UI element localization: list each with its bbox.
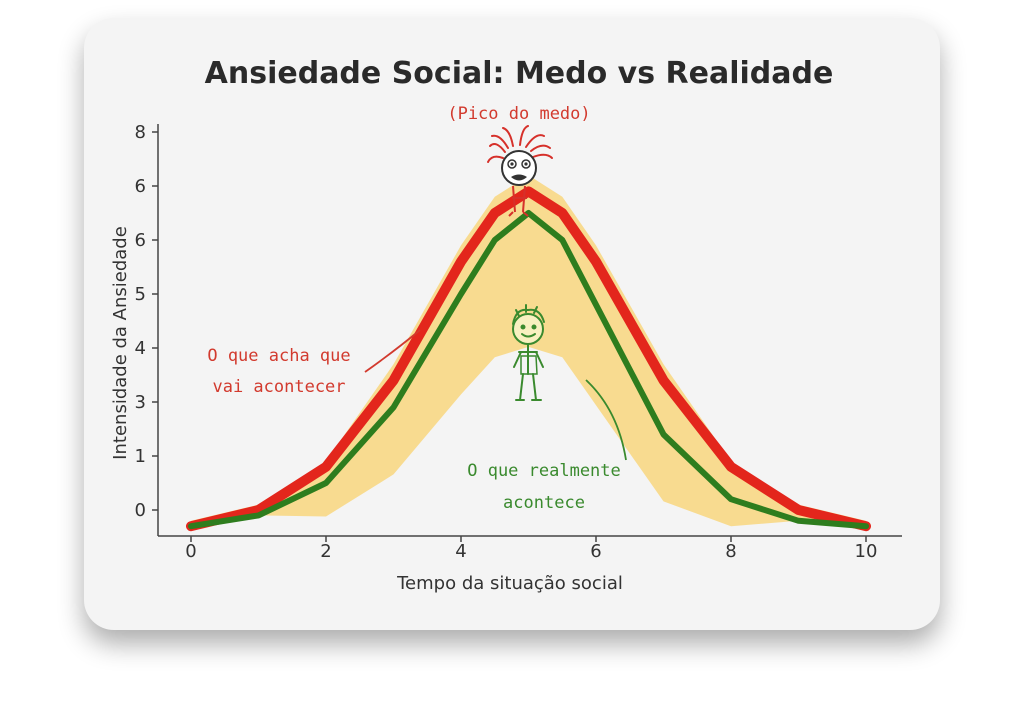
y-tick-label: 6 [135, 176, 146, 197]
y-tick-label: 6 [135, 230, 146, 251]
x-tick-label: 6 [590, 541, 601, 562]
reality-leader-line [585, 379, 627, 461]
shaded-band [191, 175, 866, 527]
y-tick-label: 1 [135, 446, 146, 467]
y-tick-label: 4 [135, 338, 146, 359]
x-tick-label: 10 [855, 541, 878, 562]
scared-face-figure-icon [487, 125, 553, 217]
x-tick-label: 4 [455, 541, 466, 562]
axes [157, 124, 902, 537]
expected-annotation-line-2: vai acontecer [212, 377, 345, 397]
x-tick-label: 2 [320, 541, 331, 562]
peak-annotation: (Pico do medo) [447, 104, 590, 124]
chart-title: Ansiedade Social: Medo vs Realidade [205, 56, 834, 91]
x-tick-label: 8 [725, 541, 736, 562]
series-line-expected [186, 186, 871, 532]
y-axis-label: Intensidade da Ansiedade [110, 226, 131, 460]
expected-leader-line [364, 329, 421, 373]
expected-annotation-line-1: O que acha que [207, 346, 350, 366]
reality-annotation-line-1: O que realmente [467, 461, 621, 481]
y-tick-label: 8 [135, 122, 146, 143]
y-tick-label: 0 [135, 500, 146, 521]
y-tick-label: 5 [135, 284, 146, 305]
x-axis-label: Tempo da situação social [396, 573, 623, 594]
calm-stick-figure-icon [512, 304, 545, 401]
series-line-reality [188, 210, 869, 530]
reality-annotation-line-2: acontece [503, 493, 585, 513]
y-tick-label: 3 [135, 392, 146, 413]
x-tick-label: 0 [185, 541, 196, 562]
